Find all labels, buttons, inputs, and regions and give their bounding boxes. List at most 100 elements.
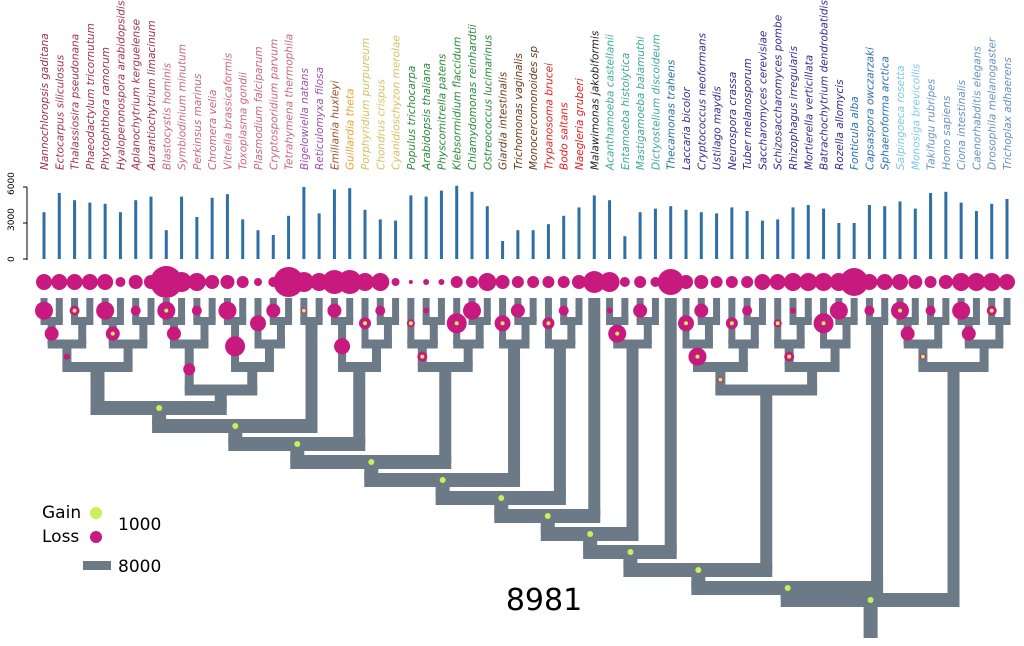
gene-count-bar: [837, 223, 841, 259]
node-gain-circle: [420, 354, 425, 359]
gene-count-bar: [287, 215, 291, 259]
node-gain-circle: [301, 308, 306, 313]
tip-loss-circle: [657, 269, 684, 295]
tip-loss-circle: [952, 273, 971, 291]
gene-count-bar: [929, 193, 933, 259]
gene-count-bar: [745, 211, 749, 259]
gene-count-bar: [867, 205, 871, 259]
tip-loss-circle: [769, 274, 786, 290]
taxon-label: Bigelowiella natans: [299, 68, 311, 170]
taxon-label: Plasmodium falciparum: [253, 46, 265, 170]
node-gain-circle: [821, 321, 826, 326]
node-loss-circle: [606, 307, 613, 314]
taxon-label: Rozella allomycis: [834, 79, 846, 170]
tip-loss-circle: [924, 276, 937, 288]
taxon-label: Tuber melanosporum: [742, 58, 754, 170]
taxon-label: Perkinsus marinus: [192, 73, 204, 170]
taxon-label: Nannochloropsis gaditana: [39, 33, 51, 170]
tip-loss-circle: [220, 275, 235, 289]
taxon-label: Klebsormidium flaccidum: [452, 37, 464, 170]
tip-loss-circle: [438, 279, 445, 285]
gene-count-bar: [149, 196, 153, 259]
gain-legend-marker: [90, 507, 102, 519]
tip-loss-circle: [66, 274, 83, 290]
gene-count-bar: [485, 206, 489, 259]
taxon-label: Batrachochytrium dendrobatidis: [819, 0, 831, 170]
node-loss-circle: [250, 315, 266, 332]
tip-loss-circles: [36, 266, 1015, 298]
taxon-label: Aplanochytrium kerguelense: [131, 19, 143, 171]
node-loss-circle: [334, 338, 351, 355]
node-loss-circle: [35, 301, 53, 320]
gene-count-axis: 6000 3000 0: [7, 172, 28, 262]
taxon-label: Neurospora crassa: [727, 72, 739, 170]
tip-loss-circle: [694, 275, 709, 289]
tip-loss-circle: [337, 270, 362, 294]
node-gain-circle: [729, 321, 734, 326]
tip-loss-circle: [557, 276, 570, 288]
taxon-label: Chromera velia: [207, 90, 219, 170]
gene-count-bar: [88, 202, 92, 259]
taxon-label: Monosiga brevicollis: [910, 63, 922, 170]
taxon-label: Ectocarpus siliculosus: [54, 54, 66, 170]
tip-loss-circle: [999, 274, 1015, 290]
taxon-label: Guillardia theta: [345, 89, 357, 170]
taxon-label: Emiliania huxleyi: [329, 80, 341, 170]
node-loss-circle: [510, 303, 525, 318]
gene-count-bar: [378, 219, 382, 259]
gene-count-bar: [455, 185, 459, 259]
gene-count-bar: [1005, 199, 1009, 259]
tip-loss-circle: [205, 275, 220, 289]
tip-loss-circle: [423, 279, 430, 285]
taxon-label: Drosophila melanogaster: [987, 37, 999, 170]
gene-count-bar: [363, 209, 367, 259]
gene-count-bar: [424, 196, 428, 259]
gene-count-bar: [990, 203, 994, 259]
tip-loss-circle: [650, 277, 661, 287]
gene-count-bar: [669, 206, 673, 259]
tip-loss-circle: [754, 274, 771, 290]
taxon-label: Mortierella verticillata: [803, 55, 815, 170]
gene-count-bar: [470, 191, 474, 259]
node-gain-circle: [920, 354, 925, 359]
gene-count-bar: [195, 217, 199, 259]
gene-count-bar: [501, 241, 505, 259]
node-loss-circle: [790, 307, 796, 314]
node-gain-circle: [232, 423, 239, 429]
tip-loss-circle: [967, 273, 986, 291]
gene-count-bar: [562, 215, 566, 259]
node-loss-circle: [266, 303, 281, 318]
taxon-label: Homo sapiens: [941, 95, 953, 170]
node-gain-circle: [867, 597, 874, 603]
tip-loss-circle: [478, 273, 497, 291]
root-gene-count: 8981: [506, 583, 582, 618]
gain-legend-label: Gain: [42, 503, 81, 523]
node-gain-circle: [363, 321, 367, 326]
taxon-label: Takifugu rubripes: [926, 78, 938, 170]
node-loss-circle: [375, 305, 386, 316]
node-loss-circle: [423, 307, 430, 314]
node-loss-circle: [96, 301, 115, 320]
taxon-label: Dictyostelium discoideum: [650, 34, 662, 170]
gene-count-bar: [959, 202, 963, 259]
taxon-label: Trichomonas vaginalis: [513, 53, 525, 170]
tip-loss-circle: [634, 276, 647, 288]
node-loss-circle: [183, 363, 196, 376]
taxon-label: Blastocystis hominis: [161, 62, 173, 170]
tip-loss-circle: [982, 273, 1001, 291]
gene-count-bar: [944, 191, 948, 259]
node-gain-circle: [368, 459, 375, 465]
tip-loss-circle: [710, 276, 723, 288]
taxon-label: Cryptococcus neoformans: [696, 32, 708, 170]
taxon-label: Hyaloperonospora arabidopsidis: [115, 0, 127, 170]
node-loss-circle: [925, 305, 936, 316]
gene-count-bar: [730, 207, 734, 259]
gene-count-bar: [699, 212, 703, 259]
node-loss-circle: [130, 305, 141, 316]
tip-loss-circle: [799, 273, 818, 291]
tip-loss-circle: [391, 278, 400, 286]
gene-count-bar: [348, 188, 352, 259]
node-loss-circle: [633, 303, 648, 318]
tip-loss-circle: [511, 276, 524, 288]
node-loss-circle: [327, 303, 342, 318]
